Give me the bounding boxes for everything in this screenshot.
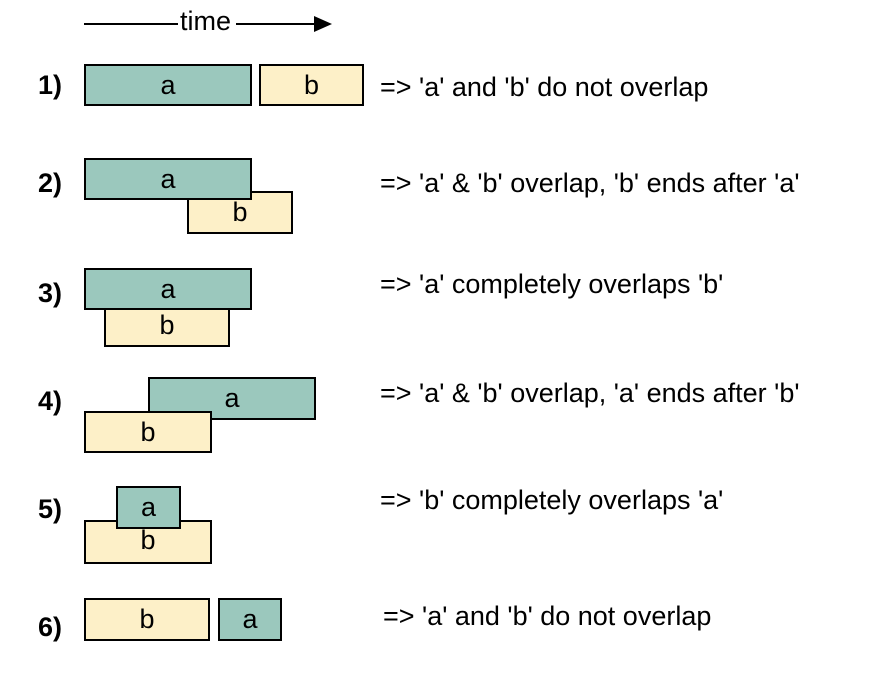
- row-number-1: 1): [38, 70, 63, 100]
- arrow-right-icon: [314, 16, 332, 32]
- interval-a: a: [116, 486, 181, 529]
- row-number-6: 6): [38, 612, 63, 642]
- row-description-5: => 'b' completely overlaps 'a': [380, 485, 724, 515]
- time-axis: time: [84, 6, 334, 36]
- row-number-3: 3): [38, 278, 63, 308]
- interval-b: b: [259, 64, 364, 106]
- row-description-1: => 'a' and 'b' do not overlap: [380, 72, 709, 102]
- time-label: time: [180, 6, 232, 36]
- interval-a: a: [218, 598, 282, 641]
- interval-b: b: [84, 598, 210, 641]
- time-axis-line-right: [236, 23, 318, 25]
- interval-b: b: [104, 303, 230, 347]
- interval-a: a: [84, 268, 252, 310]
- row-number-5: 5): [38, 494, 63, 524]
- interval-a: a: [84, 64, 252, 106]
- row-number-4: 4): [38, 386, 63, 416]
- row-description-6: => 'a' and 'b' do not overlap: [383, 601, 712, 631]
- time-axis-line-left: [84, 23, 178, 25]
- row-description-2: => 'a' & 'b' overlap, 'b' ends after 'a': [380, 168, 800, 198]
- interval-b: b: [84, 411, 212, 453]
- row-description-4: => 'a' & 'b' overlap, 'a' ends after 'b': [380, 378, 800, 408]
- interval-a: a: [84, 158, 252, 200]
- row-number-2: 2): [38, 168, 63, 198]
- row-description-3: => 'a' completely overlaps 'b': [380, 269, 724, 299]
